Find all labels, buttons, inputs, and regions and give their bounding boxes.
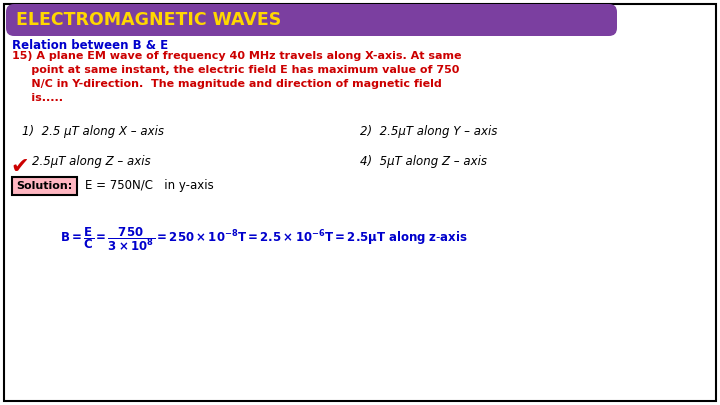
Text: 2.5μT along Z – axis: 2.5μT along Z – axis [32, 155, 150, 168]
Text: is.....: is..... [12, 93, 63, 103]
Text: 4)  5μT along Z – axis: 4) 5μT along Z – axis [360, 155, 487, 168]
Text: ✔: ✔ [10, 157, 29, 177]
Text: 2)  2.5μT along Y – axis: 2) 2.5μT along Y – axis [360, 125, 498, 138]
Text: $\mathbf{B = \dfrac{E}{C} = \dfrac{750}{3\times10^{8}}}$$\mathbf{=250\times10^{-: $\mathbf{B = \dfrac{E}{C} = \dfrac{750}{… [60, 225, 468, 253]
Text: ELECTROMAGNETIC WAVES: ELECTROMAGNETIC WAVES [16, 11, 282, 29]
Bar [12, 177, 77, 195]
Text: Solution:: Solution: [16, 181, 72, 191]
Text: E = 750N/C   in y-axis: E = 750N/C in y-axis [85, 179, 214, 192]
Text: N/C in Y-direction.  The magnitude and direction of magnetic field: N/C in Y-direction. The magnitude and di… [12, 79, 442, 89]
Text: 1)  2.5 μT along X – axis: 1) 2.5 μT along X – axis [22, 125, 164, 138]
Text: 15) A plane EM wave of frequency 40 MHz travels along X-axis. At same: 15) A plane EM wave of frequency 40 MHz … [12, 51, 462, 61]
Text: point at same instant, the electric field E has maximum value of 750: point at same instant, the electric fiel… [12, 65, 459, 75]
Text: Relation between B & E: Relation between B & E [12, 39, 168, 52]
FancyBboxPatch shape [6, 4, 617, 36]
